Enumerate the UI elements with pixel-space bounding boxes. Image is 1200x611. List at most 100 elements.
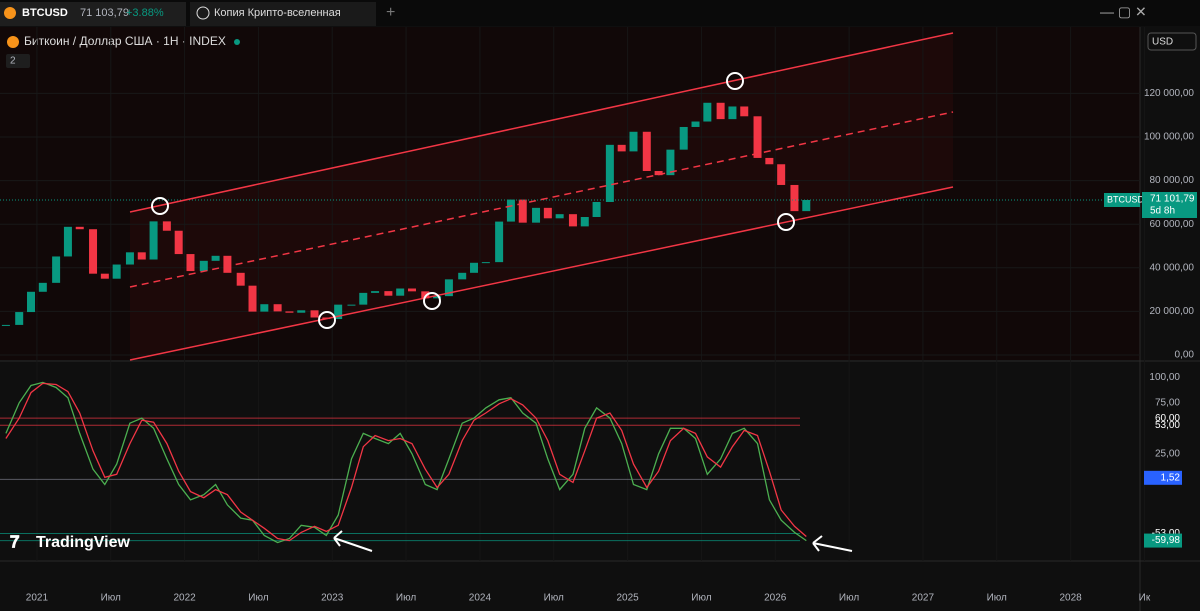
candle (555, 214, 564, 219)
candle (470, 262, 479, 273)
candle (679, 126, 688, 150)
indicators-toggle[interactable] (6, 54, 30, 68)
candle (52, 256, 61, 283)
value-label: -59,98 (1152, 535, 1181, 546)
oscillator-line (5, 382, 807, 542)
y-tick-label: 80 000,00 (1150, 175, 1195, 186)
instrument: Биткоин / Доллар США · 1Н · INDEX (24, 34, 226, 48)
candle (617, 144, 626, 152)
symbol-label: BTCUSD (1107, 194, 1145, 204)
symbol-box (1104, 192, 1140, 207)
last-price: 71 101,79 (1150, 194, 1195, 205)
candle (186, 254, 195, 272)
oscillator-line (5, 381, 807, 544)
candle (223, 255, 232, 273)
candle (481, 262, 490, 264)
candle (642, 131, 651, 172)
candle (728, 106, 737, 120)
tab-title: Копия Крипто-вселенная (214, 7, 341, 19)
x-tick-label: 2023 (321, 593, 344, 604)
circle-marker (777, 213, 795, 231)
circle-marker (318, 311, 336, 329)
brand: TradingView (36, 534, 131, 551)
candle (407, 288, 416, 292)
candle (703, 102, 712, 122)
x-tick-label: Июл (839, 593, 859, 604)
candle (248, 285, 257, 312)
circle-marker (151, 197, 169, 215)
candle (347, 304, 356, 306)
candle (592, 201, 601, 218)
y-tick-label: 20 000,00 (1150, 306, 1195, 317)
candle (421, 291, 430, 299)
channel-upper (129, 32, 954, 213)
candle (654, 171, 663, 176)
tab-symbol: BTCUSD (22, 7, 68, 19)
candle (27, 291, 36, 313)
x-tick-label: Июл (101, 593, 121, 604)
candle (777, 164, 786, 185)
candle (396, 288, 405, 296)
y-tick-label: 0,00 (1175, 350, 1195, 361)
x-tick-label: Ик (1139, 593, 1151, 604)
x-tick-label: 2025 (616, 593, 639, 604)
x-tick-label: 2026 (764, 593, 787, 604)
candle (236, 272, 245, 286)
candle (273, 304, 282, 312)
level-label: 53,00 (1155, 420, 1180, 431)
currency-button[interactable] (1147, 32, 1197, 51)
candle (211, 255, 220, 261)
new-tab[interactable]: + (386, 4, 395, 21)
candle (371, 291, 380, 293)
candle (149, 221, 158, 260)
candle (75, 226, 84, 230)
x-tick-label: 2022 (173, 593, 196, 604)
tab-price: 71 103,79 (80, 7, 129, 19)
candle (174, 230, 183, 255)
btc-icon (7, 36, 19, 48)
candle (532, 207, 541, 223)
y-tick-label: 100 000,00 (1144, 132, 1194, 143)
channel-lower (129, 186, 954, 361)
markers (151, 72, 853, 552)
y-tick-label: 40 000,00 (1150, 262, 1195, 273)
currency: USD (1152, 37, 1173, 48)
candle (518, 199, 527, 223)
candle (691, 121, 700, 127)
value-box (1144, 470, 1182, 485)
candle (543, 207, 552, 219)
x-tick-label: Июл (987, 593, 1007, 604)
candle (802, 199, 811, 212)
window-controls[interactable]: — ▢ ✕ (1100, 4, 1147, 20)
x-tick-label: Июл (396, 593, 416, 604)
x-tick-label: Июл (691, 593, 711, 604)
candle (137, 252, 146, 260)
y-tick-label: 60 000,00 (1150, 219, 1195, 230)
indicators-count: 2 (10, 56, 16, 67)
arrow (812, 535, 853, 552)
circle-marker (726, 72, 744, 90)
candle (605, 144, 614, 202)
candle (790, 184, 799, 212)
candle (495, 221, 504, 263)
candle (568, 214, 577, 227)
x-tick-label: Июл (248, 593, 268, 604)
value-box (1144, 533, 1182, 548)
candle (506, 199, 515, 222)
tab[interactable] (0, 2, 186, 26)
x-tick-label: 2028 (1059, 593, 1082, 604)
x-tick-label: 2024 (469, 593, 492, 604)
x-tick-label: Июл (544, 593, 564, 604)
arrow (333, 530, 373, 552)
candle (765, 157, 774, 165)
y-tick-label: 75,00 (1155, 397, 1180, 408)
candle (100, 273, 109, 279)
candle (458, 272, 467, 280)
tab[interactable] (190, 2, 376, 26)
price-box (1142, 191, 1197, 218)
candle (260, 304, 269, 312)
candle (89, 229, 98, 274)
level-label: 60,00 (1155, 413, 1180, 424)
candle (716, 102, 725, 120)
candle (444, 279, 453, 297)
